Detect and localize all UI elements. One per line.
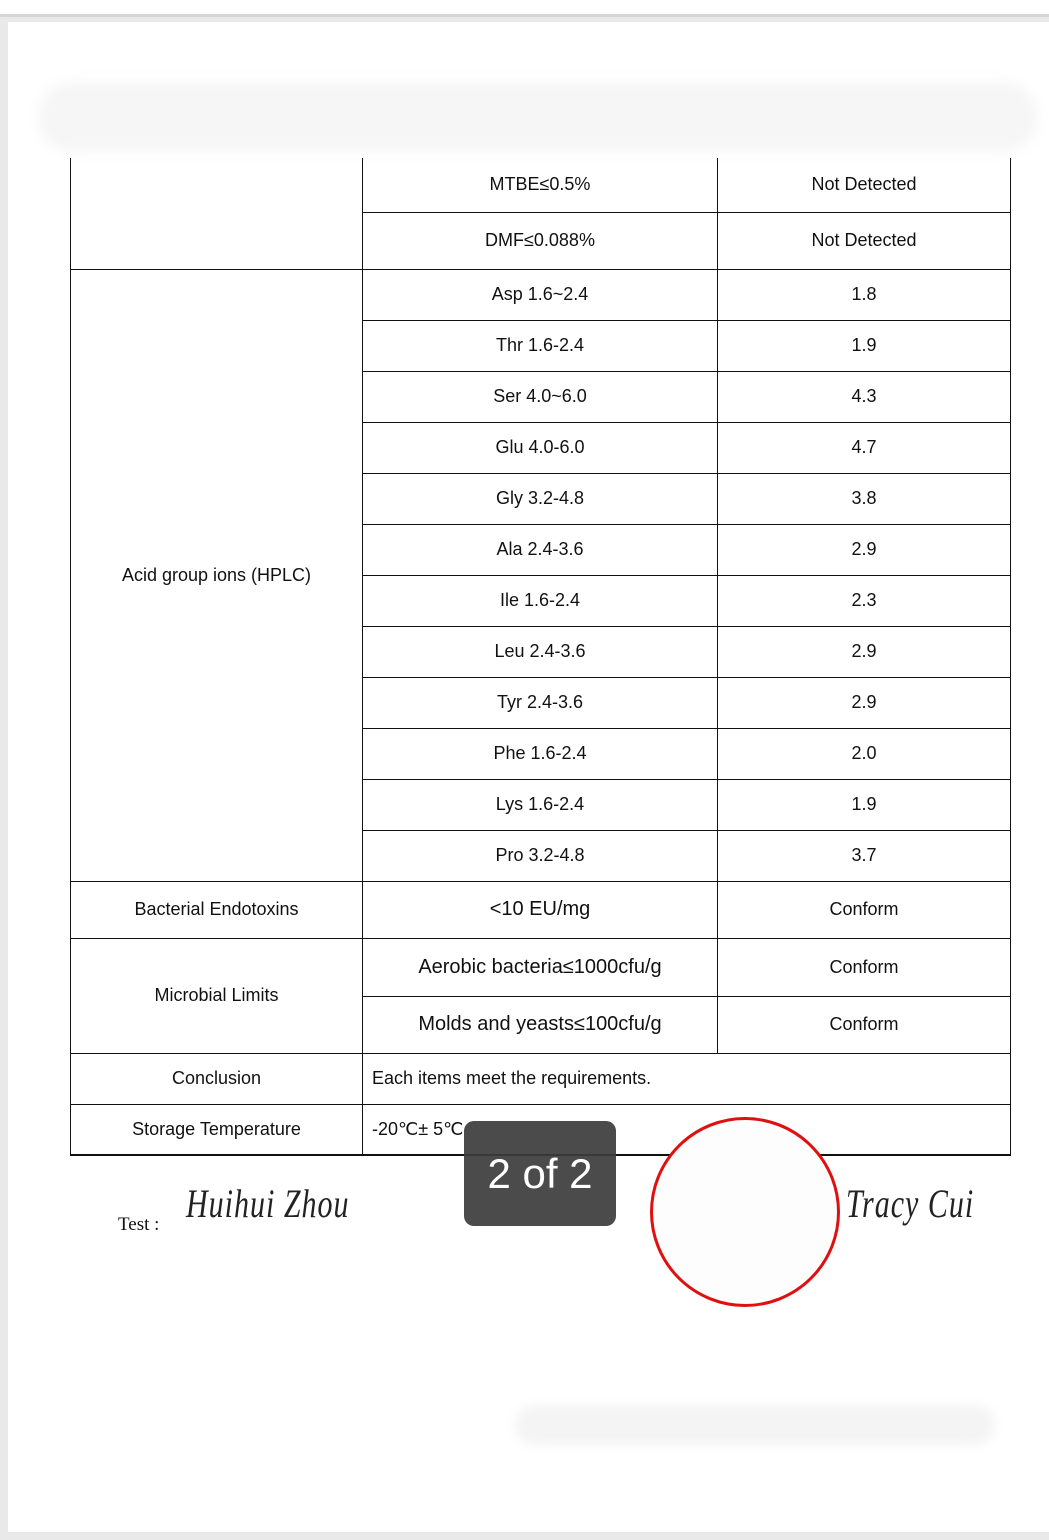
spec-cell: Tyr 2.4-3.6 xyxy=(362,676,718,729)
result-cell: 2.3 xyxy=(717,574,1011,627)
spec-cell: Phe 1.6-2.4 xyxy=(362,727,718,780)
table-row: Microbial Limits Aerobic bacteria≤1000cf… xyxy=(70,937,1011,1054)
test-results-table: MTBE≤0.5% Not Detected DMF≤0.088% Not De… xyxy=(70,158,1011,1156)
result-cell: 1.9 xyxy=(717,319,1011,372)
item-cell: Acid group ions (HPLC) xyxy=(70,268,363,882)
conclusion-value: Each items meet the requirements. xyxy=(362,1052,1011,1105)
spec-cell: Aerobic bacteria≤1000cfu/g xyxy=(362,937,718,997)
item-cell: Microbial Limits xyxy=(70,937,363,1054)
table-row: Ile 1.6-2.4 2.3 xyxy=(71,574,1011,627)
spec-cell: Thr 1.6-2.4 xyxy=(362,319,718,372)
result-cell: 1.9 xyxy=(717,778,1011,831)
conclusion-label: Conclusion xyxy=(70,1052,363,1105)
spec-cell: Gly 3.2-4.8 xyxy=(362,472,718,525)
spec-cell: Ile 1.6-2.4 xyxy=(362,574,718,627)
spec-cell: DMF≤0.088% xyxy=(362,211,718,270)
result-cell: 2.9 xyxy=(717,625,1011,678)
table-row: DMF≤0.088% Not Detected xyxy=(71,211,1011,270)
result-cell: Not Detected xyxy=(717,158,1011,213)
page-indicator: 2 of 2 xyxy=(464,1121,616,1226)
table-row: Phe 1.6-2.4 2.0 xyxy=(71,727,1011,780)
viewer-top-bar xyxy=(0,0,1049,17)
table-row: Thr 1.6-2.4 1.9 xyxy=(71,319,1011,372)
spec-cell: Ala 2.4-3.6 xyxy=(362,523,718,576)
result-cell: 2.0 xyxy=(717,727,1011,780)
spec-cell: Leu 2.4-3.6 xyxy=(362,625,718,678)
spec-cell: Lys 1.6-2.4 xyxy=(362,778,718,831)
spec-cell: Asp 1.6~2.4 xyxy=(362,268,718,321)
result-cell: 4.7 xyxy=(717,421,1011,474)
table-row: Glu 4.0-6.0 4.7 xyxy=(71,421,1011,474)
table-row: MTBE≤0.5% Not Detected xyxy=(70,158,1011,270)
result-cell: Conform xyxy=(717,880,1011,939)
spec-cell: MTBE≤0.5% xyxy=(362,158,718,213)
table-row: Lys 1.6-2.4 1.9 xyxy=(71,778,1011,831)
table-row: Pro 3.2-4.8 3.7 xyxy=(71,829,1011,882)
result-cell: Conform xyxy=(717,937,1011,997)
table-row: Tyr 2.4-3.6 2.9 xyxy=(71,676,1011,729)
spec-cell: Ser 4.0~6.0 xyxy=(362,370,718,423)
company-stamp xyxy=(650,1117,840,1307)
tester-signature: Huihui Zhou xyxy=(186,1182,350,1227)
spec-cell: Glu 4.0-6.0 xyxy=(362,421,718,474)
approver-signature: Tracy Cui xyxy=(846,1182,975,1227)
result-cell: Not Detected xyxy=(717,211,1011,270)
table-row: Ser 4.0~6.0 4.3 xyxy=(71,370,1011,423)
table-row: Gly 3.2-4.8 3.8 xyxy=(71,472,1011,525)
conclusion-row: Conclusion Each items meet the requireme… xyxy=(70,1052,1011,1105)
redaction-blur xyxy=(38,82,1038,152)
spec-cell: <10 EU/mg xyxy=(362,880,718,939)
result-cell: 2.9 xyxy=(717,523,1011,576)
table-row: Acid group ions (HPLC) Asp 1.6~2.4 1.8 xyxy=(70,268,1011,882)
redaction-blur xyxy=(515,1405,995,1445)
result-cell: 2.9 xyxy=(717,676,1011,729)
result-cell: 3.8 xyxy=(717,472,1011,525)
result-cell: 3.7 xyxy=(717,829,1011,882)
table-row: Molds and yeasts≤100cfu/g Conform xyxy=(71,995,1011,1054)
result-cell: Conform xyxy=(717,995,1011,1054)
spec-cell: Molds and yeasts≤100cfu/g xyxy=(362,995,718,1054)
result-cell: 4.3 xyxy=(717,370,1011,423)
storage-label: Storage Temperature xyxy=(70,1103,363,1156)
spec-cell: Pro 3.2-4.8 xyxy=(362,829,718,882)
table-row: Bacterial Endotoxins <10 EU/mg Conform xyxy=(70,880,1011,939)
result-cell: 1.8 xyxy=(717,268,1011,321)
table-row: Ala 2.4-3.6 2.9 xyxy=(71,523,1011,576)
test-label: Test : xyxy=(118,1214,160,1235)
item-cell xyxy=(70,158,363,270)
table-row: Leu 2.4-3.6 2.9 xyxy=(71,625,1011,678)
item-cell: Bacterial Endotoxins xyxy=(70,880,363,939)
